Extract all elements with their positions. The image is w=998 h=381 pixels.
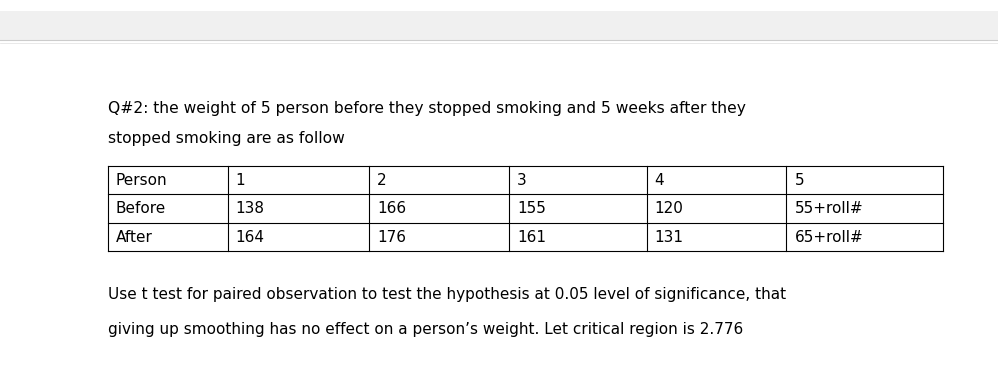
Text: stopped smoking are as follow: stopped smoking are as follow [108,131,344,146]
Text: giving up smoothing has no effect on a person’s weight. Let critical region is 2: giving up smoothing has no effect on a p… [108,322,744,337]
Text: 2: 2 [377,173,387,187]
Text: 3: 3 [517,173,527,187]
Text: 131: 131 [655,230,684,245]
Text: After: After [116,230,153,245]
Text: Use t test for paired observation to test the hypothesis at 0.05 level of signif: Use t test for paired observation to tes… [108,287,785,301]
Text: 65+roll#: 65+roll# [794,230,863,245]
Text: 1: 1 [236,173,246,187]
Text: 138: 138 [236,201,264,216]
Text: 55+roll#: 55+roll# [794,201,863,216]
Text: Person: Person [116,173,168,187]
Text: 161: 161 [517,230,546,245]
Text: 176: 176 [377,230,406,245]
Text: Q#2: the weight of 5 person before they stopped smoking and 5 weeks after they: Q#2: the weight of 5 person before they … [108,101,746,116]
Text: 164: 164 [236,230,264,245]
Text: 166: 166 [377,201,406,216]
Text: 5: 5 [794,173,804,187]
Text: Before: Before [116,201,166,216]
Text: 155: 155 [517,201,546,216]
Text: 120: 120 [655,201,684,216]
Text: 4: 4 [655,173,665,187]
